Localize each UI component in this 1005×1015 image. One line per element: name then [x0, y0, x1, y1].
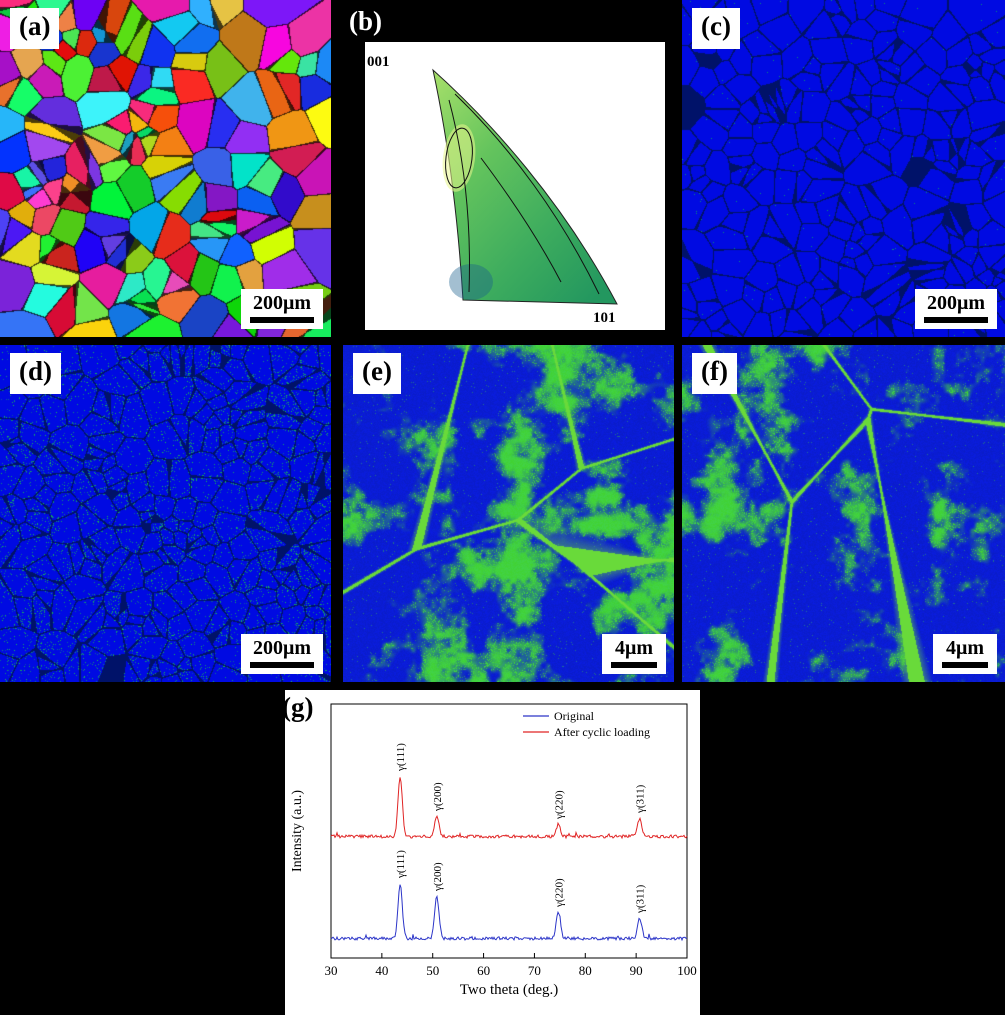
panel-a-label: (a) [10, 8, 60, 49]
panel-a-ipf-orientation-map: (a) 200μm [0, 0, 331, 337]
panel-c-phase-map: (c) 200μm [682, 0, 1005, 337]
panel-d-strain-map: (d) 200μm [0, 345, 331, 682]
scale-bar-text: 200μm [253, 637, 311, 659]
panel-f-kam-map: (f) 4μm [682, 345, 1005, 682]
x-tick-label: 80 [579, 963, 592, 978]
panel-d-scale-bar: 200μm [241, 634, 323, 674]
scale-bar-line [611, 662, 657, 668]
panel-g-xrd-chart: (g) 30 40 50 60 70 80 90 100 Two theta (deg.) Int… [285, 690, 700, 1015]
xrd-plot-svg: 30 40 50 60 70 80 90 100 Two theta (deg.) Intensi… [290, 703, 697, 998]
ipf-contour-triangle: 001 101 [367, 54, 618, 326]
panel-e-kam-map: (e) 4μm [343, 345, 674, 682]
xrd-curve-original [330, 884, 688, 942]
scale-bar-line [250, 662, 314, 668]
ipf-bright-region [442, 124, 476, 192]
ipf-contour-closed [445, 127, 473, 189]
x-tick-label: 70 [528, 963, 541, 978]
xrd-chart: 30 40 50 60 70 80 90 100 Two theta (deg.) Intensi… [285, 690, 700, 1015]
panel-c-scale-bar: 200μm [915, 289, 997, 329]
ipf-corner-label-101: 101 [593, 310, 616, 326]
phase-map-image [682, 0, 1005, 337]
panel-a-scale-bar: 200μm [241, 289, 323, 329]
x-tick-label: 60 [477, 963, 490, 978]
panel-f-scale-bar: 4μm [933, 634, 997, 674]
strain-map-image [0, 345, 331, 682]
xrd-curve-after-cyclic-loading [330, 777, 688, 840]
legend-label: After cyclic loading [554, 725, 650, 739]
x-tick-label: 40 [375, 963, 388, 978]
x-tick-label: 30 [325, 963, 338, 978]
ipf-orientation-map-image [0, 0, 331, 337]
scale-bar-line [942, 662, 988, 668]
peak-label: γ(311) [635, 784, 647, 814]
peak-label: γ(200) [432, 782, 444, 812]
x-axis-label: Two theta (deg.) [460, 982, 559, 998]
ipf-triangle-box: 001 101 [365, 42, 665, 330]
kam-map-image [343, 345, 674, 682]
peak-label: γ(111) [395, 850, 407, 879]
peak-label: γ(111) [395, 743, 407, 772]
peak-label: γ(200) [432, 862, 444, 892]
peak-label: γ(220) [553, 790, 565, 820]
scale-bar-text: 200μm [253, 292, 311, 314]
panel-e-scale-bar: 4μm [602, 634, 666, 674]
panel-e-label: (e) [353, 353, 401, 394]
kam-map-image [682, 345, 1005, 682]
ipf-corner-label-001: 001 [367, 54, 390, 70]
x-tick-label: 100 [677, 963, 697, 978]
scale-bar-text: 4μm [946, 637, 984, 659]
panel-c-label: (c) [692, 8, 740, 49]
ipf-contour-3 [480, 157, 562, 283]
panel-g-label: (g) [285, 692, 314, 722]
ipf-contour-2 [454, 93, 600, 295]
scale-bar-line [924, 317, 988, 323]
scale-bar-text: 200μm [927, 292, 985, 314]
ipf-contour-1 [448, 99, 470, 293]
panel-b-label: (b) [349, 6, 382, 36]
panel-b-inverse-pole-figure: (b) 001 101 [331, 0, 682, 337]
x-tick-label: 50 [426, 963, 439, 978]
panel-f-label: (f) [692, 353, 737, 394]
scale-bar-text: 4μm [615, 637, 653, 659]
y-axis-label: Intensity (a.u.) [290, 790, 305, 872]
panel-d-label: (d) [10, 353, 61, 394]
peak-label: γ(311) [635, 884, 647, 914]
x-tick-label: 90 [630, 963, 643, 978]
peak-label: γ(220) [553, 878, 565, 908]
ipf-dark-region [449, 264, 493, 300]
scale-bar-line [250, 317, 314, 323]
legend-label: Original [554, 709, 595, 723]
plot-frame [330, 703, 688, 959]
